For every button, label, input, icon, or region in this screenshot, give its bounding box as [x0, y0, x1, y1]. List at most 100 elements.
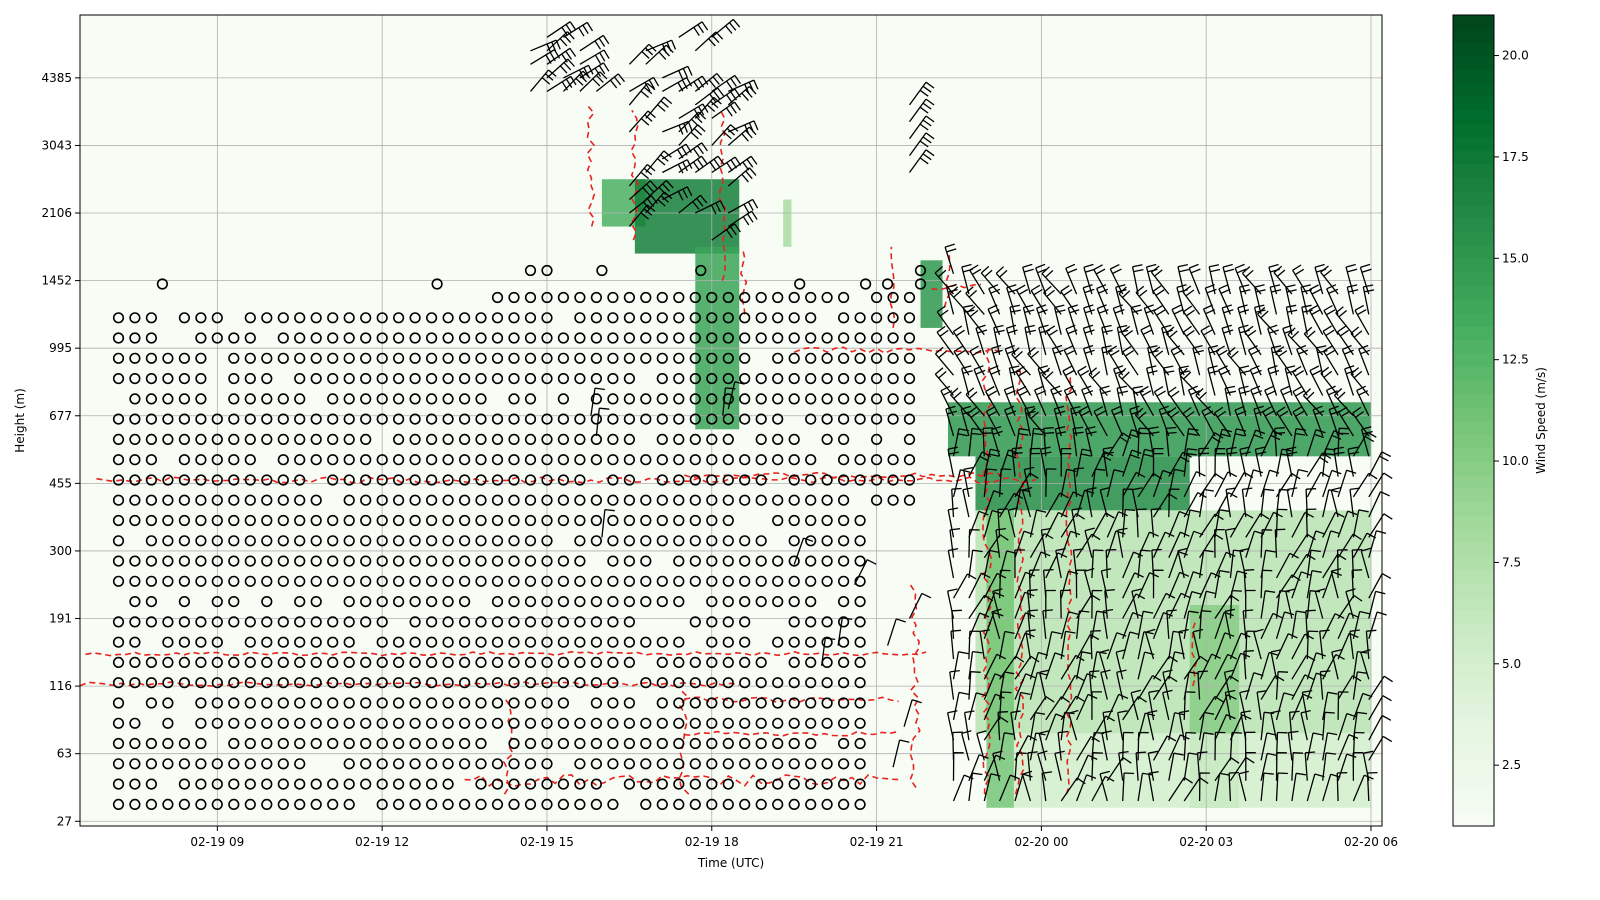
- calm-circle: [755, 454, 767, 466]
- wind-barb: [983, 509, 1002, 538]
- y-tick-label: 27: [57, 814, 72, 828]
- calm-circle: [524, 454, 537, 466]
- calm-circle: [870, 332, 883, 344]
- calm-circle: [673, 656, 685, 669]
- calm-circle: [689, 373, 701, 385]
- wind-barb: [1168, 777, 1193, 802]
- wind-barb: [908, 81, 935, 106]
- calm-circle: [129, 555, 141, 567]
- calm-circle: [277, 332, 289, 344]
- calm-circle: [376, 393, 388, 405]
- calm-circle: [821, 373, 833, 385]
- calm-circle: [244, 494, 256, 506]
- wind-barb: [1183, 571, 1203, 599]
- wind-barb: [1347, 446, 1359, 477]
- calm-circle: [178, 778, 190, 790]
- calm-circle: [261, 656, 273, 669]
- calm-circle: [706, 332, 718, 344]
- wind-barb: [1254, 284, 1266, 315]
- calm-circle: [541, 697, 553, 709]
- wind-barb: [1208, 264, 1221, 295]
- wind-barb: [1336, 325, 1354, 356]
- calm-circle: [854, 778, 866, 790]
- calm-circle: [491, 454, 504, 466]
- calm-circle: [508, 677, 520, 689]
- calm-circle: [706, 595, 718, 608]
- calm-circle: [459, 352, 471, 364]
- wind-barb: [1362, 750, 1374, 781]
- wind-barb: [1229, 714, 1252, 741]
- calm-circle: [277, 717, 289, 729]
- wind-barb: [1292, 386, 1308, 417]
- wind-barb: [1075, 651, 1092, 680]
- colorbar-tick-label: 12.5: [1502, 353, 1529, 367]
- calm-circle: [755, 778, 767, 790]
- wind-barb: [1183, 752, 1199, 781]
- wind-barb: [1010, 710, 1021, 741]
- calm-circle: [805, 474, 817, 486]
- colorbar-segment: [1453, 515, 1494, 530]
- calm-circle: [327, 312, 339, 324]
- colorbar-segment: [1453, 690, 1494, 705]
- wind-barb: [1267, 365, 1280, 396]
- calm-circle: [706, 413, 718, 425]
- calm-circle: [837, 291, 850, 304]
- calm-circle: [376, 595, 388, 608]
- calm-circle: [129, 595, 141, 608]
- calm-circle: [426, 717, 438, 729]
- wind-barb: [1045, 468, 1057, 497]
- calm-circle: [426, 697, 438, 709]
- wind-barb: [1011, 347, 1031, 376]
- calm-circle: [261, 737, 273, 750]
- calm-circle: [541, 332, 553, 344]
- wind-barb: [1177, 263, 1190, 295]
- red-contour-line: [678, 688, 690, 795]
- calm-circle: [788, 494, 800, 506]
- calm-circle: [623, 514, 636, 527]
- calm-circle: [409, 352, 421, 364]
- calm-circle: [673, 474, 685, 486]
- calm-circle: [360, 312, 372, 324]
- colorbar-segment: [1453, 96, 1494, 111]
- calm-circle: [574, 474, 586, 486]
- calm-circle: [475, 717, 487, 729]
- calm-circle: [178, 312, 190, 324]
- calm-circle: [623, 595, 636, 608]
- colorbar-segment: [1453, 609, 1494, 624]
- wind-barb: [628, 204, 656, 227]
- calm-circle: [310, 332, 322, 344]
- colorbar-segment: [1453, 596, 1494, 611]
- calm-circle: [772, 697, 784, 709]
- calm-circle: [557, 778, 570, 790]
- calm-circle: [112, 494, 125, 506]
- calm-circle: [656, 778, 668, 790]
- colorbar-segment: [1453, 150, 1494, 165]
- calm-circle: [244, 737, 256, 750]
- calm-circle: [673, 636, 685, 648]
- calm-circle: [376, 555, 388, 567]
- calm-circle: [409, 535, 421, 547]
- wind-barb: [1351, 569, 1363, 599]
- calm-circle: [409, 798, 421, 811]
- calm-circle: [788, 373, 800, 385]
- calm-circle: [162, 555, 174, 567]
- wind-barb: [837, 617, 853, 646]
- wind-barb: [1199, 473, 1224, 498]
- calm-circle: [343, 778, 355, 790]
- wind-barb: [563, 21, 594, 38]
- wind-barb: [1075, 673, 1097, 700]
- calm-circle: [805, 595, 817, 608]
- calm-circle: [459, 717, 471, 729]
- calm-circle: [772, 758, 784, 770]
- calm-circle: [541, 636, 553, 648]
- wind-barb: [1275, 671, 1289, 700]
- wind-barb: [1322, 711, 1335, 741]
- calm-circle: [854, 656, 866, 669]
- calm-circle: [541, 494, 553, 506]
- wind-barb: [661, 143, 692, 160]
- calm-circle: [772, 494, 784, 506]
- calm-circle: [706, 373, 718, 385]
- calm-circle: [426, 312, 438, 324]
- wind-barb: [727, 381, 745, 410]
- red-contour-line: [586, 104, 596, 227]
